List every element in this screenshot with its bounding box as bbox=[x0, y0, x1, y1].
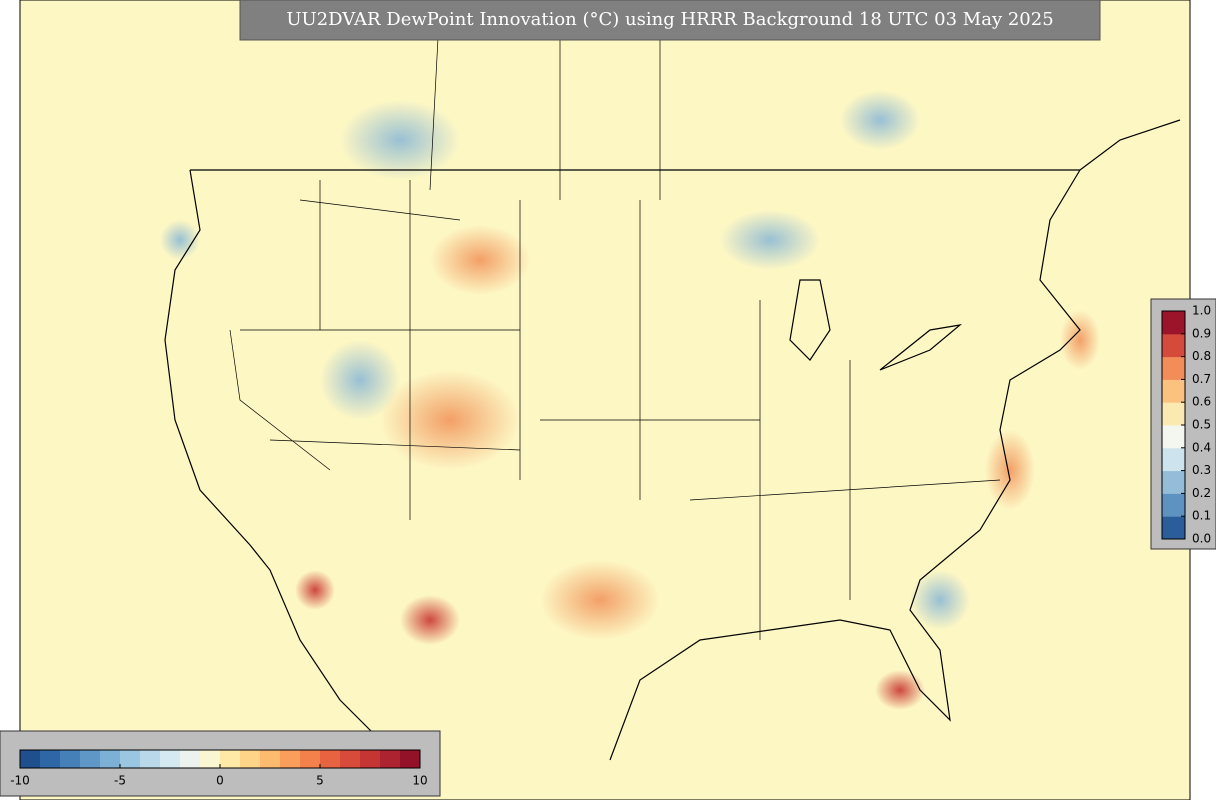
colorbar-segment bbox=[20, 750, 41, 768]
colorbar-tick-label: 0.1 bbox=[1192, 509, 1211, 523]
colorbar-segment bbox=[60, 750, 81, 768]
colorbar-tick-label: -10 bbox=[10, 774, 30, 788]
coastlines bbox=[164, 119, 1181, 761]
colorbar-tick-label: 0.5 bbox=[1192, 418, 1211, 432]
colorbar-segment bbox=[320, 750, 341, 768]
colorbar-tick-label: 0.7 bbox=[1192, 372, 1211, 386]
colorbar-segment bbox=[120, 750, 141, 768]
innovation-field bbox=[160, 90, 1100, 710]
colorbar-segment bbox=[220, 750, 241, 768]
colorbar-tick-label: 0.2 bbox=[1192, 486, 1211, 500]
colorbar-segment bbox=[1162, 311, 1185, 335]
colorbar-segment bbox=[80, 750, 101, 768]
colorbar-segment bbox=[260, 750, 281, 768]
colorbar-tick-label: 0.6 bbox=[1192, 395, 1211, 409]
colorbar-segment bbox=[200, 750, 221, 768]
colorbar-segment bbox=[100, 750, 121, 768]
map-title: UU2DVAR DewPoint Innovation (°C) using H… bbox=[286, 9, 1053, 30]
colorbar-segment bbox=[360, 750, 381, 768]
colorbar-segment bbox=[1162, 516, 1185, 540]
colorbar-segment bbox=[280, 750, 301, 768]
colorbar-segment bbox=[340, 750, 361, 768]
colorbar-segment bbox=[160, 750, 181, 768]
colorbar-segment bbox=[140, 750, 161, 768]
title-box bbox=[239, 0, 1101, 41]
colorbar-segment bbox=[1162, 402, 1185, 426]
colorbar-segment bbox=[1162, 425, 1185, 449]
colorbar-segment bbox=[1162, 447, 1185, 472]
colorbar-segment bbox=[1162, 356, 1185, 380]
map-frame bbox=[19, 0, 1191, 800]
colorbar-segment bbox=[240, 750, 261, 768]
colorbar-tick-label: 0.9 bbox=[1192, 326, 1211, 340]
colorbar-tick-label: 0 bbox=[216, 774, 224, 788]
colorbar-tick-label: 0.8 bbox=[1192, 349, 1211, 363]
colorbar-segment bbox=[300, 750, 321, 768]
colorbar-tick-label: 0.0 bbox=[1192, 532, 1211, 546]
colorbar-segment bbox=[400, 750, 421, 768]
colorbar-tick-label: 1.0 bbox=[1192, 304, 1211, 318]
colorbar-tick-label: -5 bbox=[114, 774, 126, 788]
colorbar-segment bbox=[1162, 333, 1185, 358]
colorbar-segment bbox=[1162, 379, 1185, 403]
colorbar-tick-label: 10 bbox=[412, 774, 427, 788]
colorbar-tick-label: 0.4 bbox=[1192, 440, 1211, 454]
colorbar-segment bbox=[1162, 493, 1185, 517]
colorbar-segment bbox=[40, 750, 61, 768]
colorbar-tick-label: 0.3 bbox=[1192, 463, 1211, 477]
colorbar-tick-label: 5 bbox=[316, 774, 324, 788]
colorbar-segment bbox=[1162, 470, 1185, 494]
colorbar-segment bbox=[380, 750, 401, 768]
colorbar-segment bbox=[180, 750, 201, 768]
